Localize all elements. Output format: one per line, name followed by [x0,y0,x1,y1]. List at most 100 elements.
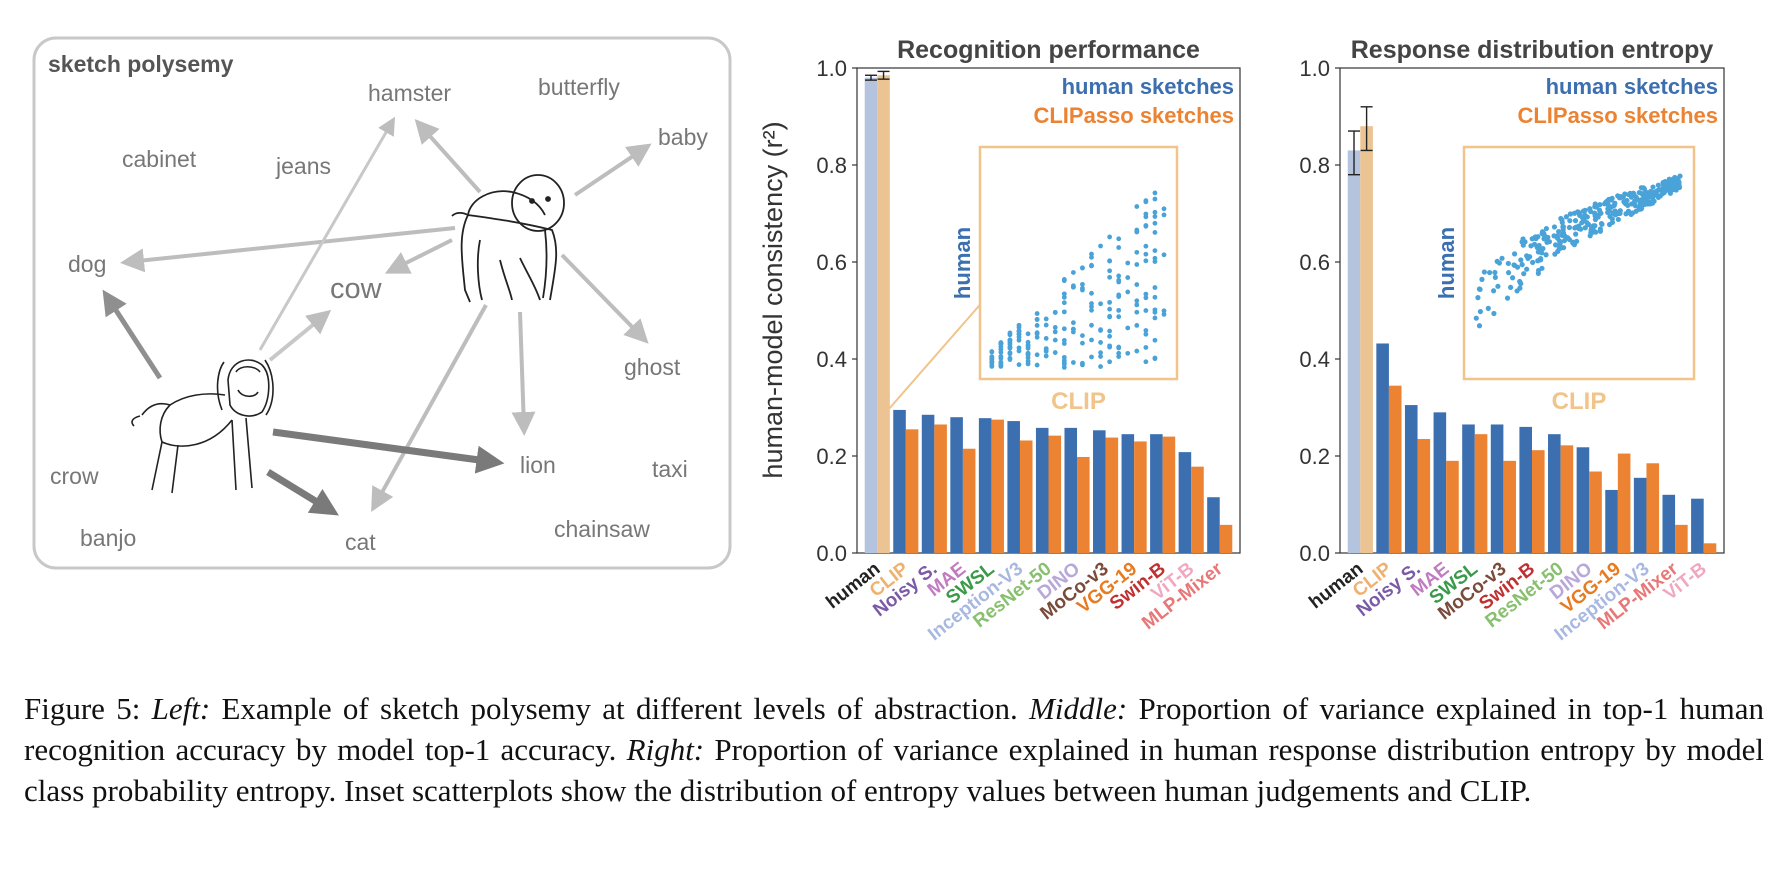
scatter-point [1125,275,1131,280]
panel-title: sketch polysemy [48,51,234,77]
word-ghost: ghost [624,354,681,380]
scatter-point [1098,364,1103,369]
scatter-point [1125,350,1131,356]
scatter-point [1161,206,1167,212]
y-tick-label: 0.6 [1299,250,1330,275]
scatter-point [1116,292,1122,298]
scatter-point [1655,182,1661,188]
scatter-point [1552,251,1558,257]
scatter-point [1615,193,1621,199]
bar-clipasso-sketches [1105,437,1119,553]
scatter-point [1661,190,1667,196]
scatter-point [1518,257,1524,263]
scatter-point [1061,309,1067,315]
scatter-point [1107,359,1113,365]
scatter-point [1609,216,1615,222]
scatter-point [1543,252,1549,258]
scatter-point [1134,204,1140,209]
scatter-point [1007,337,1013,343]
scatter-point [1143,345,1149,350]
bar-clipasso-sketches [1532,450,1545,553]
scatter-point [1640,192,1646,198]
scatter-point [989,359,995,365]
scatter-point [1560,245,1567,251]
scatter-point [1116,273,1122,279]
scatter-point [1080,340,1085,346]
bar-human-sketches [893,409,906,553]
scatter-point [1605,206,1611,212]
scatter-point [1527,254,1533,260]
scatter-point [1495,283,1501,289]
scatter-point [1134,262,1140,267]
scatter-point [1598,220,1605,227]
scatter-point [1080,360,1085,366]
scatter-point [1143,223,1149,228]
scatter-point [1566,224,1573,231]
scatter-point [1612,200,1618,206]
scatter-point [1520,242,1526,248]
scatter-point [1143,359,1149,365]
scatter-point [1508,284,1514,290]
scatter-point [1152,285,1158,290]
scatter-point [1116,245,1122,250]
scatter-point [1528,243,1534,249]
scatter-point [1034,323,1040,328]
scatter-point [1134,249,1140,255]
figure-label: Figure 5: [24,691,141,726]
scatter-point [1098,350,1103,356]
bar-clipasso-sketches [1446,460,1459,553]
bar-human-sketches [1035,427,1049,553]
scatter-point [1512,262,1518,269]
scatter-point [1572,218,1579,224]
scatter-point [998,359,1004,365]
bar-clipasso-sketches [1589,471,1602,553]
scatter-point [1505,270,1512,276]
bar-clipasso-sketches [1675,524,1688,553]
scatter-point [1007,357,1013,362]
bar-human-sketches [950,417,963,553]
scatter-point [1631,200,1637,206]
scatter-point [1016,325,1022,330]
scatter-point [1675,184,1681,190]
scatter-point [1098,340,1103,345]
scatter-point [1152,230,1158,235]
lion-arrows [102,116,505,516]
legend-human-sketches: human sketches [1062,74,1234,99]
word-cow: cow [330,273,383,305]
scatter-point [1143,243,1149,249]
bar-human-sketches [1207,497,1220,553]
scatter-point [1052,337,1058,343]
scatter-point [1134,298,1140,304]
inset-x-label: CLIP [1051,388,1106,415]
scatter-point [1107,328,1113,334]
scatter-point [1573,231,1579,237]
scatter-point [1473,315,1479,321]
scatter-point [1016,348,1022,354]
scatter-point [1626,191,1632,198]
bar-human-sketches [1093,430,1106,553]
scatter-point [1517,278,1523,285]
bar-human-sketches [1605,489,1618,553]
scatter-point [1089,354,1094,360]
scatter-point [1152,196,1158,202]
y-tick-label: 0.8 [816,153,847,178]
scatter-point [1479,276,1485,282]
scatter-point [1529,236,1535,242]
legend-clipasso-sketches: CLIPasso sketches [1033,103,1234,128]
scatter-point [1161,252,1167,258]
scatter-point [1563,214,1569,220]
elephant-sketch [451,174,565,303]
scatter-point [1143,291,1149,297]
scatter-point [1116,307,1122,313]
scatter-point [1025,358,1031,364]
scatter-point [1043,353,1049,359]
bar-clipasso-sketches [1560,445,1574,553]
scatter-point [1161,308,1167,314]
scatter-point [1490,288,1497,294]
scatter-point [1491,310,1497,317]
bar-human-sketches [921,414,935,553]
scatter-point [1504,295,1511,301]
y-tick-label: 1.0 [816,56,847,81]
scatter-point [1608,197,1615,203]
scatter-point [1615,216,1621,223]
